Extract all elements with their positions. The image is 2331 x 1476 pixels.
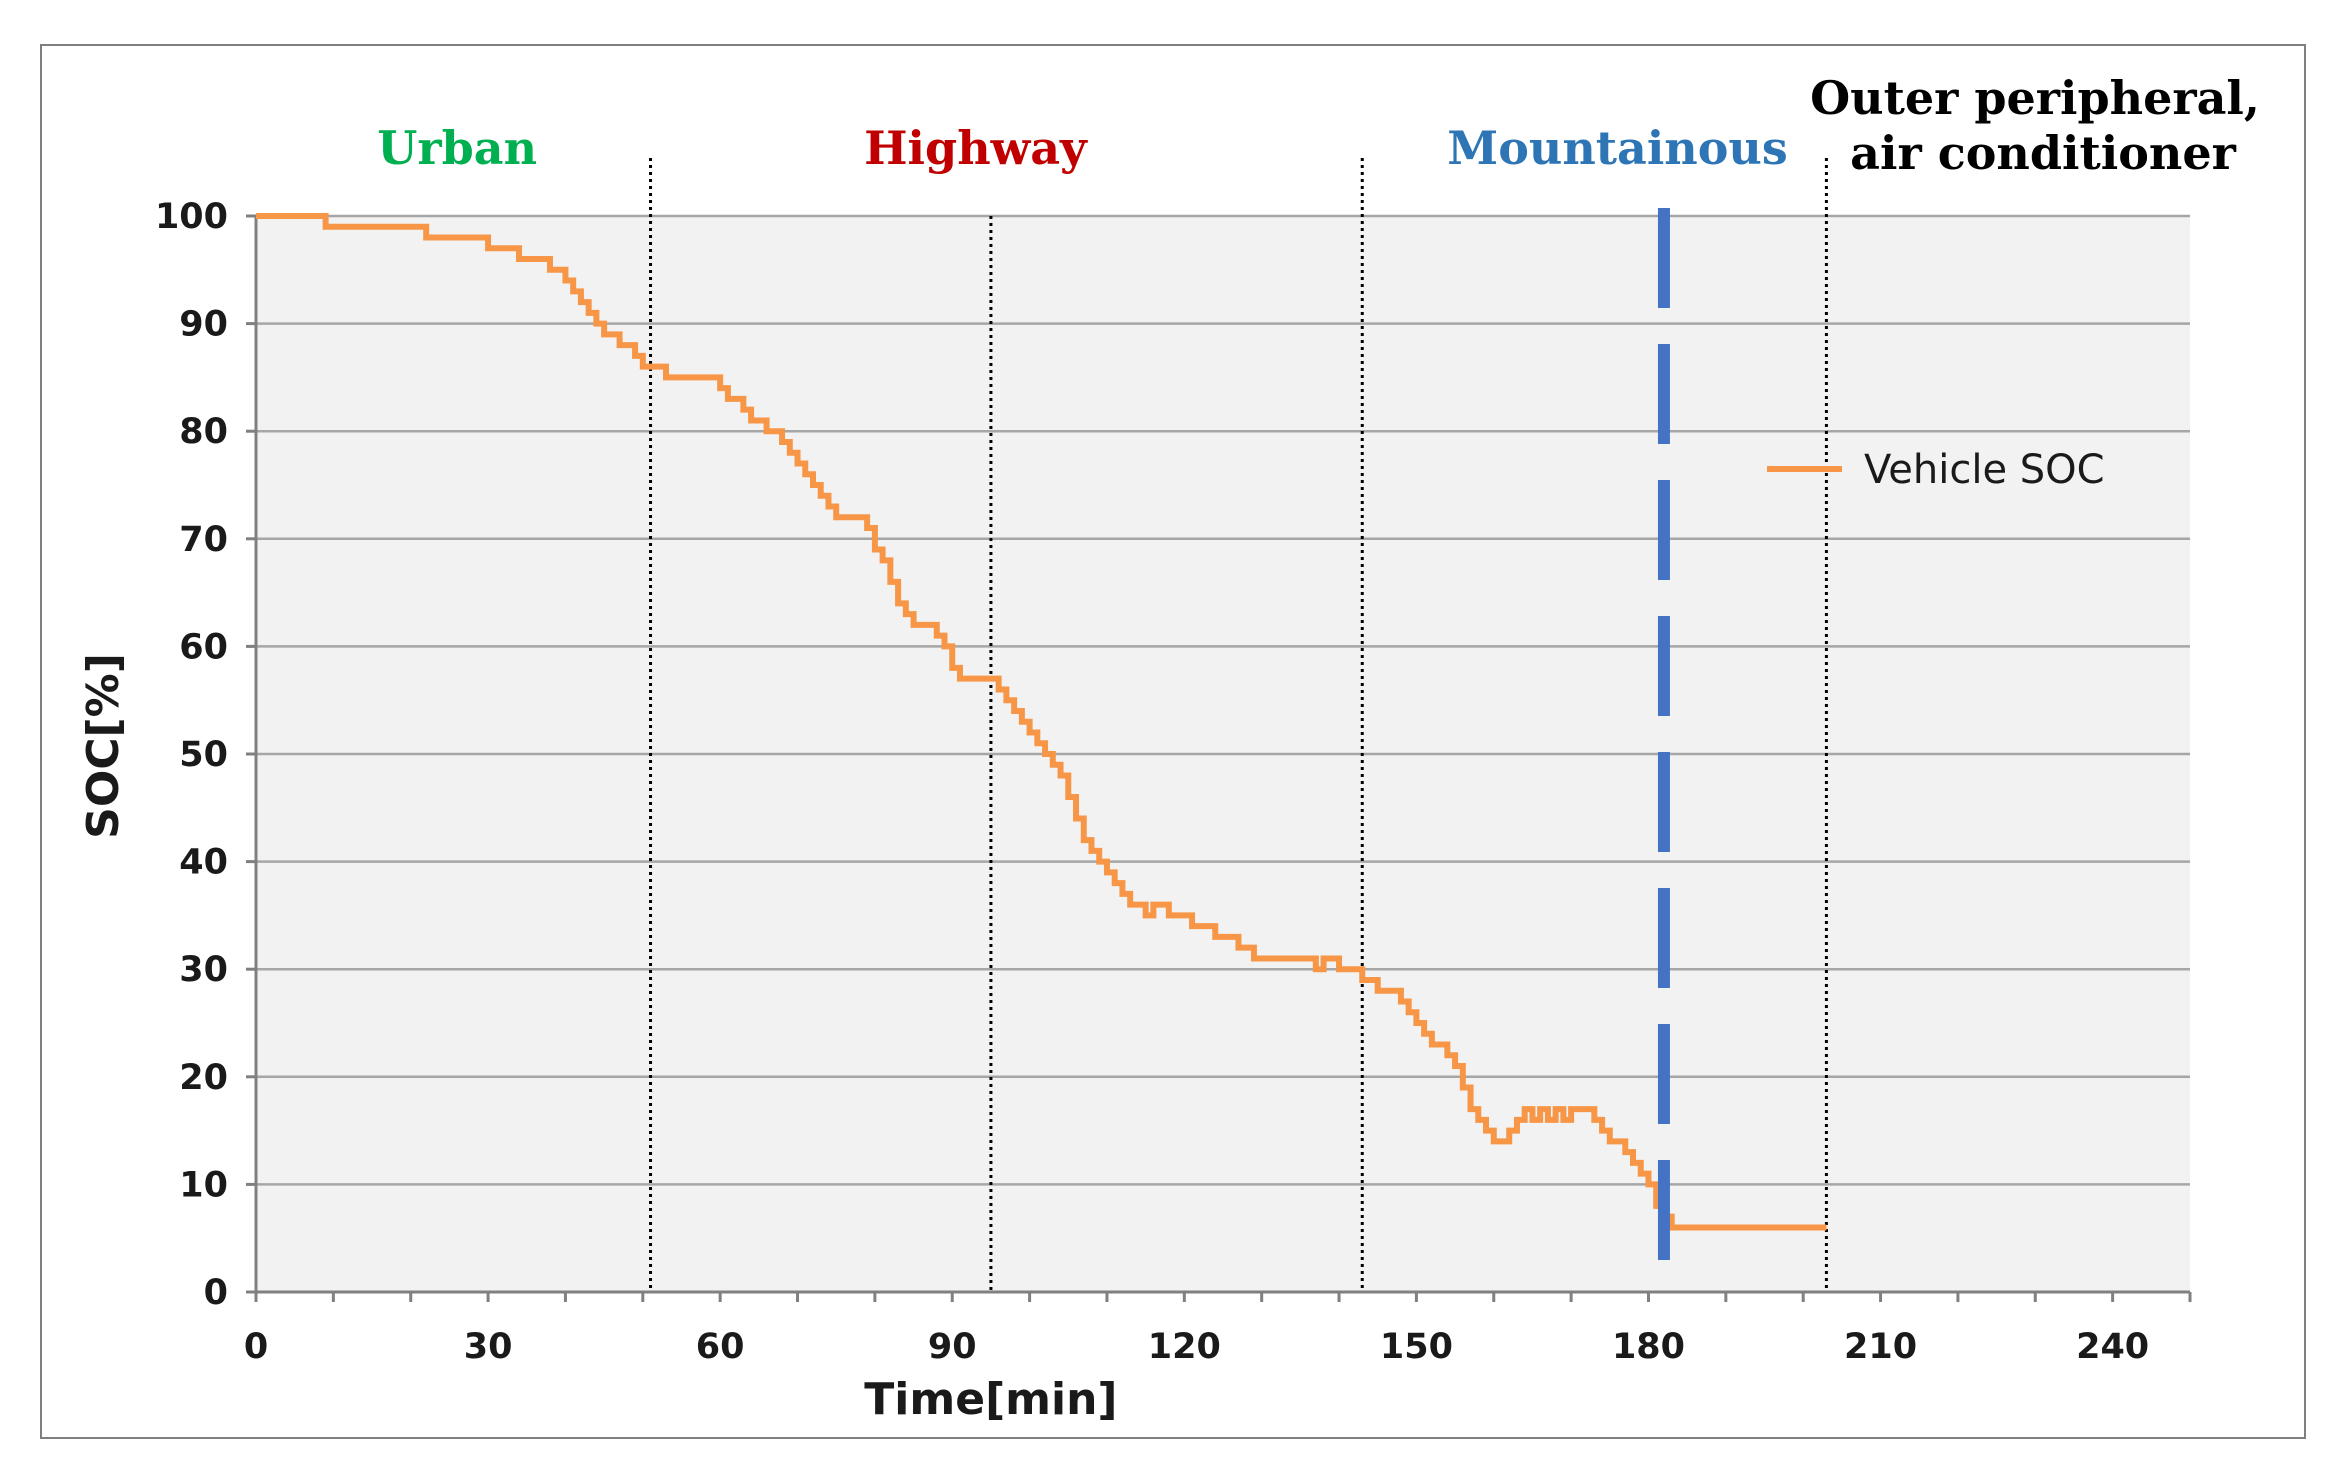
legend-label: Vehicle SOC xyxy=(1864,447,2105,493)
region-label-urban: Urban xyxy=(377,121,537,175)
y-tick-label-50: 50 xyxy=(179,735,228,775)
y-tick-label-20: 20 xyxy=(179,1058,228,1098)
region-labels: Urban Highway Mountainous xyxy=(377,121,1788,175)
legend: Vehicle SOC xyxy=(1767,447,2105,493)
y-tick-label-90: 90 xyxy=(179,305,228,345)
y-tick-label-10: 10 xyxy=(179,1165,228,1205)
axes xyxy=(246,214,2192,1302)
outer-label-line-2: air conditioner xyxy=(1850,126,2236,180)
x-tick-label-120: 120 xyxy=(1148,1327,1221,1367)
x-tick-label-30: 30 xyxy=(464,1327,513,1367)
x-tick-label-210: 210 xyxy=(1844,1327,1917,1367)
x-tick-label-150: 150 xyxy=(1380,1327,1453,1367)
y-tick-label-60: 60 xyxy=(179,627,228,667)
y-tick-labels: 0 10 20 30 40 50 60 70 80 90 100 xyxy=(155,197,228,1313)
outer-peripheral-label: Outer peripheral, air conditioner xyxy=(1810,71,2276,180)
region-label-highway: Highway xyxy=(864,121,1088,175)
outer-label-line-1: Outer peripheral, xyxy=(1810,71,2260,125)
region-label-mountainous: Mountainous xyxy=(1447,121,1788,175)
y-tick-label-80: 80 xyxy=(179,412,228,452)
region-divider-lines xyxy=(649,158,1828,1292)
y-axis-title: SOC[%] xyxy=(78,653,129,839)
y-tick-label-40: 40 xyxy=(179,843,228,883)
soc-chart: 0 30 60 90 120 150 180 210 240 0 10 20 30 40 50 60 70 80… xyxy=(78,71,2276,1425)
y-tick-label-70: 70 xyxy=(179,520,228,560)
x-tick-label-0: 0 xyxy=(244,1327,268,1367)
x-axis-title: Time[min] xyxy=(864,1374,1117,1425)
y-tick-label-0: 0 xyxy=(204,1273,228,1313)
x-tick-label-240: 240 xyxy=(2076,1327,2149,1367)
y-tick-label-30: 30 xyxy=(179,950,228,990)
vehicle-soc-line xyxy=(256,213,1827,1231)
x-tick-label-60: 60 xyxy=(696,1327,745,1367)
gridlines xyxy=(256,214,2190,1186)
x-tick-label-180: 180 xyxy=(1612,1327,1685,1367)
chart-frame: 0 30 60 90 120 150 180 210 240 0 10 20 30 40 50 60 70 80… xyxy=(40,44,2306,1439)
x-tick-label-90: 90 xyxy=(928,1327,977,1367)
x-tick-labels: 0 30 60 90 120 150 180 210 240 xyxy=(244,1327,2149,1367)
y-tick-label-100: 100 xyxy=(155,197,228,237)
